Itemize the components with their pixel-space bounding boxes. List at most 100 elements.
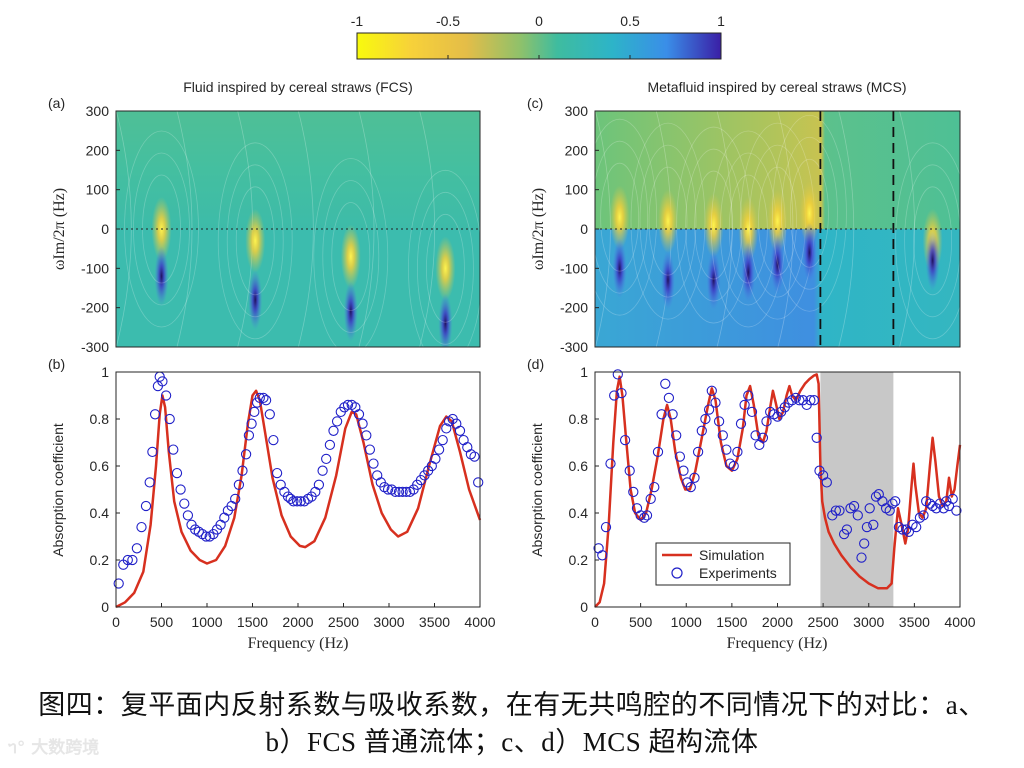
contour-line <box>716 111 733 347</box>
contour-line <box>838 111 855 347</box>
x-tick-label: 1500 <box>716 614 747 630</box>
experiment-point <box>628 486 639 498</box>
legend-experiments-swatch <box>671 567 683 579</box>
legend-simulation-label: Simulation <box>699 547 764 563</box>
reflection-pole <box>802 222 817 283</box>
legend-experiments-label: Experiments <box>699 565 777 581</box>
experiment-point <box>735 418 747 429</box>
experiment-point <box>454 425 466 436</box>
experiment-point <box>856 552 867 563</box>
experiment-point <box>660 378 671 389</box>
contour-ring <box>895 142 960 340</box>
experiment-point <box>200 531 212 542</box>
contour-ring <box>639 144 697 298</box>
experiment-point <box>761 416 772 427</box>
reflection-zero <box>435 236 456 301</box>
experiment-point <box>893 521 905 533</box>
contour-line <box>419 111 436 347</box>
experiment-point <box>692 446 704 458</box>
experiment-point <box>382 484 394 495</box>
experiment-point <box>700 413 711 425</box>
experiment-point <box>841 524 853 535</box>
experiment-point <box>393 486 405 498</box>
experiment-point <box>861 521 873 533</box>
y-tick-label: 100 <box>565 182 589 198</box>
y-tick-label: 300 <box>86 103 110 119</box>
experiment-point <box>149 409 161 420</box>
experiment-point <box>612 369 623 380</box>
experiment-point <box>171 467 183 479</box>
experiment-point <box>313 479 325 490</box>
experiment-point <box>717 430 728 441</box>
experiment-point <box>368 458 379 469</box>
experiment-point <box>721 444 732 455</box>
experiment-point <box>805 395 816 406</box>
chart-b-ylabel: Absorption coefficient <box>50 423 66 557</box>
contour-ring <box>758 166 797 276</box>
x-tick-label: 2500 <box>808 614 839 630</box>
caption-line-2: b）FCS 普通流体；c、d）MCS 超构流体 <box>265 727 759 757</box>
experiment-point <box>364 444 376 455</box>
experiment-point <box>710 397 721 408</box>
x-tick-label: 1500 <box>237 614 268 630</box>
experiment-point <box>390 486 401 498</box>
experiment-point <box>258 392 269 404</box>
watermark: ᥐ° 大数跨境 <box>8 733 99 758</box>
x-tick-label: 3000 <box>853 614 884 630</box>
reflection-zero <box>799 181 820 246</box>
experiment-point <box>783 397 794 408</box>
x-tick-label: 500 <box>629 614 653 630</box>
experiment-point <box>473 477 484 488</box>
reflection-pole <box>770 234 785 295</box>
experiment-point <box>884 505 895 516</box>
experiment-point <box>678 465 689 476</box>
experiment-point <box>663 392 675 404</box>
experiment-point <box>249 406 260 418</box>
experiment-point <box>443 416 455 427</box>
y-tick-label: -300 <box>560 339 588 355</box>
experiment-point <box>911 521 922 533</box>
experiment-point <box>147 446 158 458</box>
experiment-point <box>667 409 678 420</box>
y-tick-label: 0.6 <box>569 458 589 474</box>
reflection-pole <box>925 230 940 291</box>
experiment-point <box>652 446 664 458</box>
experiment-point <box>685 481 696 493</box>
experiment-point <box>859 538 870 549</box>
contour-ring <box>904 164 960 318</box>
reflection-pole <box>706 250 721 311</box>
experiment-point <box>645 493 656 505</box>
experiment-point <box>732 446 743 458</box>
y-tick-label: 0.6 <box>90 458 110 474</box>
contour-ring <box>913 186 953 296</box>
contour-ring <box>133 152 190 306</box>
panel-label-b: (b) <box>48 356 65 372</box>
experiment-point <box>674 451 686 462</box>
heatmap-c: 300 200 100 0 -100 -200 -300 ωIm/2π (Hz) <box>530 103 961 355</box>
colorbar-gradient <box>356 32 722 60</box>
x-tick-label: 2000 <box>762 614 793 630</box>
experiment-point <box>868 519 879 530</box>
reflection-zero <box>340 224 361 289</box>
y-tick-label: 200 <box>86 142 110 158</box>
experiment-point <box>609 390 620 401</box>
experiment-point <box>397 486 408 498</box>
watermark-text: 大数跨境 <box>31 738 100 758</box>
reflection-zero <box>703 193 724 258</box>
legend: Simulation Experiments <box>655 542 791 586</box>
experiment-point <box>656 409 667 420</box>
experiment-point <box>437 434 448 446</box>
chart-b-bg <box>116 372 480 607</box>
experiment-point <box>237 465 248 476</box>
x-tick-label: 4000 <box>944 614 975 630</box>
y-tick-label: 0.8 <box>569 411 589 427</box>
contour-ring <box>217 142 293 340</box>
experiment-point <box>689 472 700 483</box>
contour-ring <box>235 186 275 296</box>
experiment-point <box>268 434 279 446</box>
x-tick-label: 0 <box>591 614 599 630</box>
y-tick-label: 0.2 <box>90 552 110 568</box>
x-tick-label: 4000 <box>464 614 495 630</box>
experiment-point <box>131 543 143 554</box>
contour-ring <box>781 136 838 290</box>
